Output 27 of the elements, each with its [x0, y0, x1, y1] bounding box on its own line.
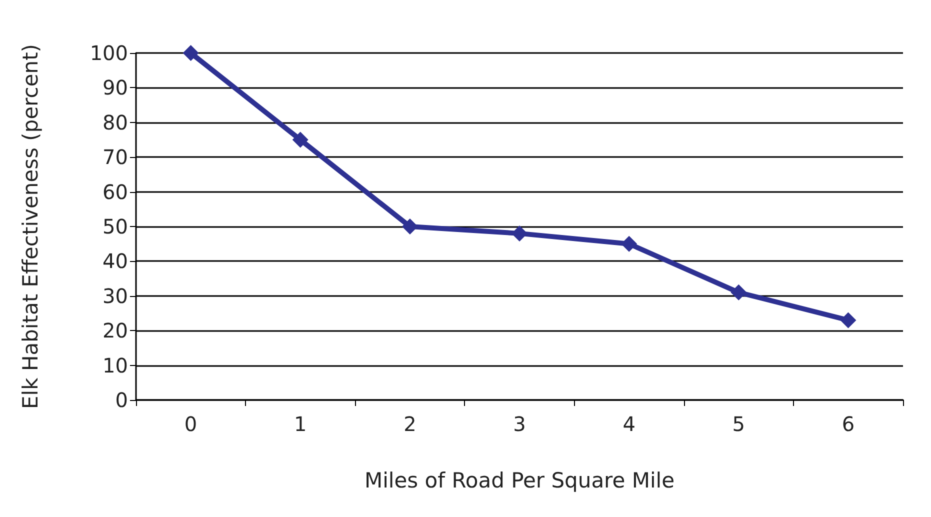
y-axis-title: Elk Habitat Effectiveness (percent): [18, 44, 42, 409]
y-tick-label: 30: [102, 284, 128, 308]
y-tick-label: 10: [102, 353, 128, 378]
x-tick-label: 5: [732, 412, 746, 436]
point: [182, 45, 199, 61]
y-tick-label: 80: [102, 110, 128, 134]
x-axis-title: Miles of Road Per Square Mile: [364, 468, 675, 492]
x-tick-label: 4: [622, 412, 636, 436]
y-tick-label: 0: [115, 388, 128, 412]
point: [402, 218, 418, 234]
y-tick-label: 90: [102, 76, 128, 100]
y-tick-label: 50: [102, 214, 128, 238]
y-tick-label: 20: [102, 318, 128, 343]
x-tick-label: 2: [404, 412, 416, 436]
point: [840, 312, 856, 328]
x-tick-label: 1: [294, 412, 307, 436]
y-tick-label: 100: [90, 41, 128, 65]
y-tick-label: 60: [102, 180, 128, 204]
x-tick-label: 6: [842, 412, 855, 436]
x-tick-label: 3: [513, 412, 526, 436]
point: [730, 284, 747, 300]
x-tick-label: 0: [184, 412, 198, 436]
y-tick-label: 40: [102, 249, 128, 274]
point: [621, 236, 638, 252]
point: [512, 225, 528, 242]
point: [292, 132, 308, 148]
y-tick-label: 70: [102, 145, 128, 170]
